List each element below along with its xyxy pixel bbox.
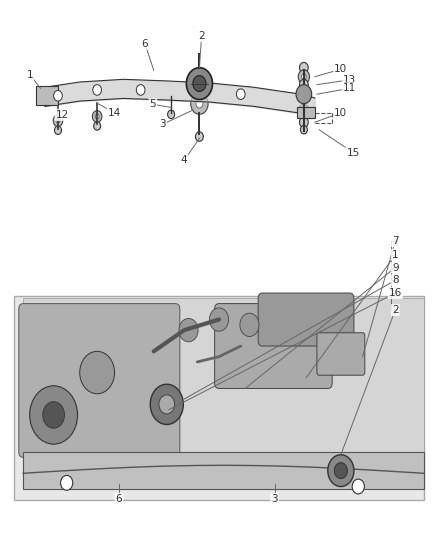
Circle shape <box>298 70 310 84</box>
FancyBboxPatch shape <box>14 296 424 500</box>
Circle shape <box>53 91 62 101</box>
Text: 7: 7 <box>392 236 399 246</box>
Polygon shape <box>36 86 58 105</box>
FancyBboxPatch shape <box>258 293 354 346</box>
Circle shape <box>296 85 312 104</box>
Circle shape <box>186 68 212 100</box>
Circle shape <box>196 100 203 108</box>
Text: 12: 12 <box>56 110 69 120</box>
FancyBboxPatch shape <box>317 333 365 375</box>
Circle shape <box>159 395 175 414</box>
Circle shape <box>195 132 203 141</box>
Text: 15: 15 <box>346 148 360 158</box>
Circle shape <box>150 384 184 424</box>
Polygon shape <box>23 452 424 489</box>
Text: 1: 1 <box>26 70 33 79</box>
Text: 9: 9 <box>392 263 399 272</box>
Circle shape <box>43 402 64 428</box>
Circle shape <box>56 118 60 123</box>
Text: 16: 16 <box>389 288 402 298</box>
Circle shape <box>136 85 145 95</box>
Circle shape <box>191 93 208 114</box>
FancyBboxPatch shape <box>19 304 180 457</box>
Circle shape <box>300 125 307 134</box>
Circle shape <box>92 111 102 122</box>
Circle shape <box>328 455 354 487</box>
Text: 3: 3 <box>272 494 278 504</box>
Circle shape <box>80 351 115 394</box>
Text: 6: 6 <box>142 39 148 49</box>
FancyBboxPatch shape <box>215 304 332 389</box>
Text: 6: 6 <box>116 494 122 504</box>
Text: 3: 3 <box>159 119 166 130</box>
Polygon shape <box>23 298 424 489</box>
Text: 13: 13 <box>343 75 356 85</box>
Circle shape <box>298 104 310 118</box>
Circle shape <box>302 108 306 114</box>
Circle shape <box>302 74 306 79</box>
Text: 5: 5 <box>149 99 156 109</box>
Circle shape <box>179 318 198 342</box>
Circle shape <box>168 110 175 118</box>
Text: 1: 1 <box>392 250 399 260</box>
Circle shape <box>94 122 101 130</box>
Circle shape <box>300 117 308 127</box>
Circle shape <box>54 126 61 134</box>
Circle shape <box>334 463 347 479</box>
Circle shape <box>53 115 63 126</box>
Circle shape <box>300 79 308 90</box>
Circle shape <box>60 475 73 490</box>
Text: 11: 11 <box>343 83 356 93</box>
Circle shape <box>240 313 259 336</box>
Circle shape <box>93 85 102 95</box>
Circle shape <box>300 62 308 73</box>
Text: 8: 8 <box>392 275 399 285</box>
Circle shape <box>352 479 364 494</box>
Text: 2: 2 <box>392 305 399 315</box>
Text: 10: 10 <box>334 108 347 118</box>
Text: 14: 14 <box>108 108 121 118</box>
Circle shape <box>237 89 245 100</box>
Text: 10: 10 <box>334 64 347 74</box>
Circle shape <box>95 114 99 119</box>
Circle shape <box>30 386 78 444</box>
Circle shape <box>209 308 229 331</box>
Text: 4: 4 <box>181 156 187 165</box>
Polygon shape <box>297 108 315 118</box>
Text: 2: 2 <box>198 31 205 41</box>
Circle shape <box>193 76 206 92</box>
